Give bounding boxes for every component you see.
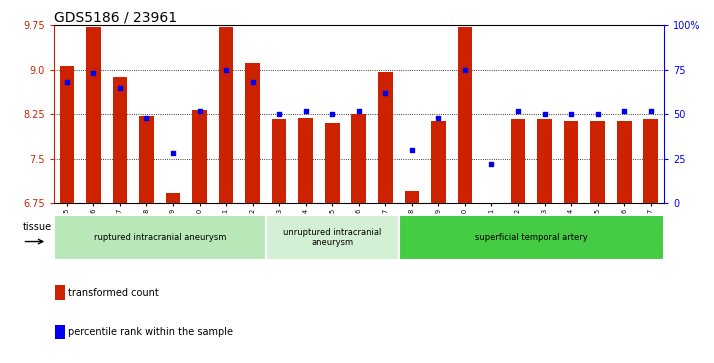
Point bbox=[380, 90, 391, 96]
Bar bbox=[590, 122, 605, 203]
Text: tissue: tissue bbox=[23, 223, 51, 232]
Point bbox=[300, 108, 311, 114]
Point bbox=[353, 108, 365, 114]
Point bbox=[141, 115, 152, 121]
Point bbox=[459, 67, 471, 73]
Bar bbox=[484, 203, 499, 209]
Point bbox=[114, 85, 126, 91]
Bar bbox=[266, 215, 398, 260]
Bar bbox=[511, 119, 526, 203]
Bar bbox=[398, 215, 664, 260]
Point bbox=[486, 161, 497, 167]
Point bbox=[221, 67, 232, 73]
Bar bbox=[458, 27, 472, 203]
Bar bbox=[59, 66, 74, 203]
Point bbox=[406, 147, 418, 153]
Bar bbox=[564, 122, 578, 203]
Bar bbox=[325, 123, 340, 203]
Point bbox=[592, 111, 603, 117]
Bar bbox=[431, 122, 446, 203]
Text: superficial temporal artery: superficial temporal artery bbox=[475, 233, 588, 242]
Bar bbox=[378, 72, 393, 203]
Bar bbox=[643, 119, 658, 203]
Bar bbox=[272, 119, 286, 203]
Bar bbox=[192, 110, 207, 203]
Point bbox=[247, 79, 258, 85]
Text: unruptured intracranial
aneurysm: unruptured intracranial aneurysm bbox=[283, 228, 381, 248]
Bar bbox=[405, 191, 419, 203]
Bar bbox=[298, 118, 313, 203]
Text: percentile rank within the sample: percentile rank within the sample bbox=[69, 327, 233, 337]
Text: ruptured intracranial aneurysm: ruptured intracranial aneurysm bbox=[94, 233, 226, 242]
Text: transformed count: transformed count bbox=[69, 287, 159, 298]
Point bbox=[565, 111, 577, 117]
Bar bbox=[218, 27, 233, 203]
Bar bbox=[56, 285, 64, 300]
Bar bbox=[86, 27, 101, 203]
Point bbox=[433, 115, 444, 121]
Point bbox=[645, 108, 656, 114]
Bar bbox=[351, 114, 366, 203]
Point bbox=[167, 151, 178, 156]
Bar bbox=[113, 77, 127, 203]
Bar bbox=[54, 215, 266, 260]
Bar bbox=[139, 116, 154, 203]
Bar bbox=[537, 119, 552, 203]
Point bbox=[61, 79, 73, 85]
Point bbox=[326, 111, 338, 117]
Bar bbox=[56, 325, 64, 339]
Bar bbox=[246, 63, 260, 203]
Point bbox=[618, 108, 630, 114]
Point bbox=[539, 111, 550, 117]
Point bbox=[88, 70, 99, 76]
Bar bbox=[617, 122, 631, 203]
Point bbox=[193, 108, 205, 114]
Text: GDS5186 / 23961: GDS5186 / 23961 bbox=[54, 10, 176, 24]
Bar bbox=[166, 193, 181, 203]
Point bbox=[273, 111, 285, 117]
Point bbox=[513, 108, 524, 114]
